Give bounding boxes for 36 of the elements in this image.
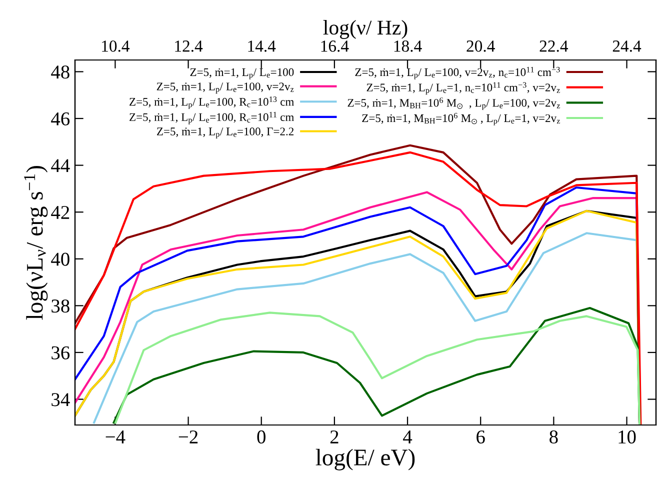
x-tick-label: 0 xyxy=(257,430,266,444)
text: Z=5, ṁ=1, M$_{BH}$=10$^{6}$ M$_{⊙}$ , L$_{p}$/ L$_{e}$=100, v=2v$_{z}$ xyxy=(348,98,560,110)
x-tick-label: 6 xyxy=(476,430,485,444)
y-axis-title: log(νL$_{ν}$/ erg s$^{−1}$) xyxy=(24,166,48,320)
x-tick-label: 8 xyxy=(550,430,558,444)
text: Z=5, ṁ=1, L$_{p}$/ L$_{e}$=100, R$_{c}$=10$^{11}$ cm xyxy=(130,112,294,124)
text: Z=5, ṁ=1, L$_{p}$/ L$_{e}$=1, n$_{c}$=10$^{11}$ cm$^{−3}$, v=2v$_{z}$ xyxy=(366,82,560,95)
x2-tick-label: 10.4 xyxy=(102,40,130,52)
x-tick-label: −2 xyxy=(178,430,198,444)
x2-tick-label: 14.4 xyxy=(248,40,276,52)
legend-label: Z=5, ṁ=1, L$_{p}$/ L$_{e}$=100, v=2v$_{z}$ xyxy=(156,82,294,94)
x-tick-label: −4 xyxy=(106,430,126,444)
x2-tick-label: 24.4 xyxy=(612,40,642,52)
x2-tick-label: 16.4 xyxy=(321,40,349,52)
y-tick-label: 40 xyxy=(51,252,70,266)
x2-tick-label: 18.4 xyxy=(394,40,422,52)
x2-tick-label: 22.4 xyxy=(540,40,568,52)
x-tick-label: 2 xyxy=(330,430,338,444)
y-tick-label: 48 xyxy=(51,66,70,79)
legend-label: Z=5, ṁ=1, L$_{p}$/ L$_{e}$=100, Γ=2.2 xyxy=(156,128,294,139)
y-tick-label: 34 xyxy=(52,393,70,406)
legend-label: Z=5, ṁ=1, L$_{p}$/ L$_{e}$=100 xyxy=(190,68,294,80)
text: Z=5, ṁ=1, L$_{p}$/ L$_{e}$=100, v=2v$_{z}$, n$_{c}$=10$^{11}$ cm$^{−3}$ xyxy=(355,66,560,80)
x2-tick-label: 20.4 xyxy=(466,40,495,52)
x-axis-title: log(E/ eV) xyxy=(316,448,415,470)
x2-axis-title: log(ν/ Hz) xyxy=(323,20,408,39)
y-tick-label: 44 xyxy=(51,159,70,172)
y-tick-label: 46 xyxy=(51,112,70,126)
x-tick-label: 10 xyxy=(618,430,636,444)
y-tick-label: 42 xyxy=(51,206,70,219)
y-tick-label: 38 xyxy=(52,299,70,313)
x2-tick-label: 12.4 xyxy=(175,40,203,52)
y-tick-label: 36 xyxy=(52,346,70,360)
x-tick-label: 4 xyxy=(403,430,412,444)
text: Z=5, ṁ=1, L$_{p}$/ L$_{e}$=100, R$_{c}$=10$^{13}$ cm xyxy=(130,96,294,109)
text: Z=5, ṁ=1, M$_{BH}$=10$^{6}$ M$_{⊙}$ , L$_{p}$/ L$_{e}$=1, v=2v$_{z}$ xyxy=(362,112,560,126)
